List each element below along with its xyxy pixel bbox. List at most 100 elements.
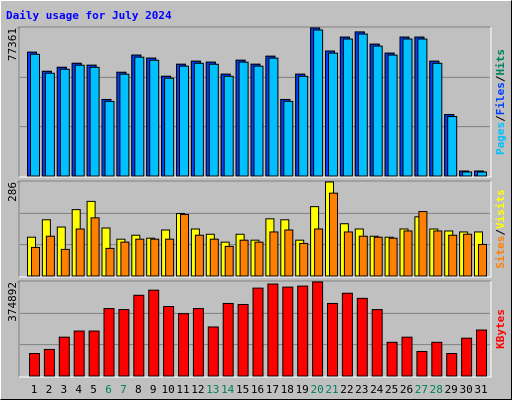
bar: [329, 192, 338, 277]
bar: [431, 341, 443, 377]
bar: [343, 231, 353, 277]
x-tick-label: 30: [459, 383, 472, 396]
bar: [89, 66, 100, 177]
bar: [297, 285, 309, 377]
y-tick-label: 77361: [6, 28, 19, 61]
bar: [120, 241, 130, 277]
y-tick-label: 286: [6, 182, 19, 202]
bar: [192, 308, 204, 377]
x-tick-label: 17: [266, 383, 279, 396]
bar: [90, 217, 100, 277]
bar: [476, 329, 487, 377]
bar: [209, 238, 219, 277]
x-tick-label: 6: [105, 383, 112, 396]
bar: [283, 100, 294, 177]
panel-bevel-light: [19, 181, 492, 278]
legend: Pages/Files/Hits: [494, 49, 507, 155]
bar: [238, 61, 249, 177]
bar: [58, 336, 70, 377]
x-tick-label: 16: [251, 383, 264, 396]
bar: [253, 65, 264, 177]
legend-entry: Pages: [494, 122, 507, 155]
bar: [43, 348, 55, 377]
x-tick-label: 3: [60, 383, 67, 396]
x-tick-label: 19: [296, 383, 309, 396]
panel-bevel-dark: [18, 280, 491, 377]
bar: [252, 287, 264, 377]
bar: [327, 302, 338, 377]
bar: [477, 171, 487, 177]
x-tick-label: 12: [191, 383, 204, 396]
panel-bevel-dark: [18, 26, 491, 177]
bar: [416, 350, 428, 377]
y-tick-label: 374892: [6, 282, 19, 322]
bar: [314, 228, 324, 277]
bar: [119, 73, 130, 177]
bar: [373, 236, 383, 277]
bar: [284, 229, 294, 277]
bar: [103, 308, 115, 377]
bar: [478, 243, 487, 277]
x-tick-label: 4: [75, 383, 82, 396]
bar: [388, 237, 398, 277]
bar: [417, 38, 428, 177]
bar: [447, 116, 458, 177]
bar: [135, 238, 145, 277]
panel-bevel-light: [19, 281, 492, 378]
bar: [239, 239, 249, 277]
bar: [356, 297, 368, 377]
bar: [372, 45, 383, 177]
bar: [269, 231, 279, 277]
bar: [299, 242, 309, 277]
bar: [446, 353, 458, 377]
bar: [179, 65, 189, 177]
x-tick-label: 31: [474, 383, 487, 396]
bar: [164, 77, 175, 177]
x-tick-label: 18: [281, 383, 294, 396]
bar: [371, 309, 383, 377]
bar: [29, 353, 40, 377]
x-tick-label: 10: [161, 383, 174, 396]
bar: [60, 248, 70, 277]
bar: [403, 230, 413, 277]
bar: [313, 29, 324, 177]
bar: [357, 33, 368, 177]
legend: Sites/Visits: [494, 189, 507, 269]
x-tick-label: 1: [31, 383, 38, 396]
bar: [180, 214, 189, 277]
bar: [328, 52, 338, 177]
legend-entry: KBytes: [494, 309, 507, 349]
bar: [134, 56, 145, 177]
x-tick-label: 2: [46, 383, 53, 396]
x-tick-label: 25: [385, 383, 398, 396]
x-tick-label: 28: [430, 383, 443, 396]
bar: [342, 38, 353, 177]
bar: [118, 309, 130, 377]
legend-separator: /: [494, 115, 507, 122]
bar: [45, 235, 55, 277]
panel-bevel-light: [19, 27, 492, 178]
chart-title: Daily usage for July 2024: [6, 9, 172, 22]
bar: [418, 211, 428, 277]
bar: [312, 281, 324, 377]
bar: [222, 302, 234, 377]
x-tick-label: 29: [445, 383, 458, 396]
x-tick-label: 21: [325, 383, 338, 396]
x-tick-label: 9: [150, 383, 157, 396]
panel-bevel-dark: [18, 180, 491, 277]
bar: [461, 337, 473, 377]
x-tick-label: 26: [400, 383, 413, 396]
legend-separator: /: [494, 75, 507, 82]
bar: [224, 245, 234, 277]
bar: [386, 341, 398, 377]
x-tick-label: 7: [120, 383, 127, 396]
bar: [148, 289, 160, 377]
bar: [448, 234, 458, 277]
bar: [432, 62, 443, 177]
bar: [75, 228, 85, 277]
bar: [341, 292, 353, 377]
bar: [150, 238, 160, 277]
bar: [401, 336, 413, 377]
